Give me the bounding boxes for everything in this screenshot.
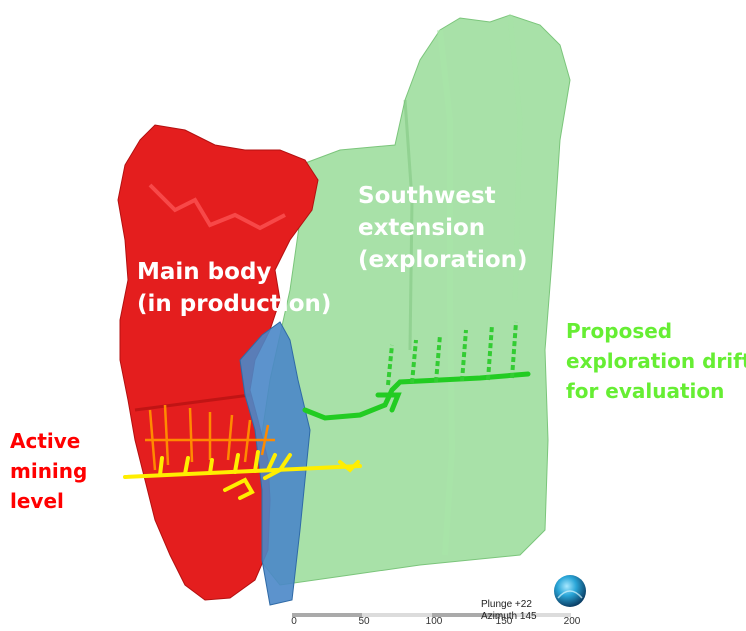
active-label-line-2: mining bbox=[10, 459, 88, 483]
active-mining-level-label: Active mining level bbox=[10, 426, 87, 516]
drift-label-line-2: exploration drift bbox=[566, 349, 746, 373]
orientation-sphere-icon[interactable] bbox=[554, 575, 586, 607]
scale-tick-label: 100 bbox=[425, 616, 443, 627]
main-body-label: Main body (in production) bbox=[137, 256, 331, 320]
drift-label-line-3: for evaluation bbox=[566, 379, 725, 403]
active-label-line-1: Active bbox=[10, 429, 81, 453]
scale-tick-label: 150 bbox=[495, 616, 513, 627]
scale-bar bbox=[292, 613, 571, 617]
southwest-label-line-1: Southwest bbox=[358, 183, 496, 209]
fault-plane bbox=[239, 321, 311, 606]
drift-label-line-1: Proposed bbox=[566, 319, 673, 343]
orange-development-workings bbox=[145, 404, 275, 471]
scale-tick-label: 200 bbox=[563, 616, 581, 627]
proposed-drift-label: Proposed exploration drift for evaluatio… bbox=[566, 316, 746, 406]
southwest-extension-solid bbox=[254, 14, 571, 586]
main-body-label-line-2: (in production) bbox=[137, 291, 332, 317]
drift-raises bbox=[386, 321, 518, 386]
proposed-exploration-drift bbox=[302, 371, 531, 421]
orientation-readout: Plunge +22 Azimuth 145 bbox=[481, 599, 537, 623]
plunge-readout: Plunge +22 bbox=[481, 599, 532, 610]
southwest-label-line-2: extension bbox=[358, 215, 486, 241]
azimuth-readout: Azimuth 145 bbox=[481, 611, 537, 622]
southwest-extension-label: Southwest extension (exploration) bbox=[358, 180, 528, 276]
southwest-label-line-3: (exploration) bbox=[358, 247, 528, 273]
scale-tick-label: 50 bbox=[358, 616, 370, 627]
main-body-label-line-1: Main body bbox=[137, 259, 272, 285]
active-mining-level bbox=[123, 450, 362, 500]
scale-tick-label: 0 bbox=[291, 616, 297, 627]
active-label-line-3: level bbox=[10, 489, 64, 513]
